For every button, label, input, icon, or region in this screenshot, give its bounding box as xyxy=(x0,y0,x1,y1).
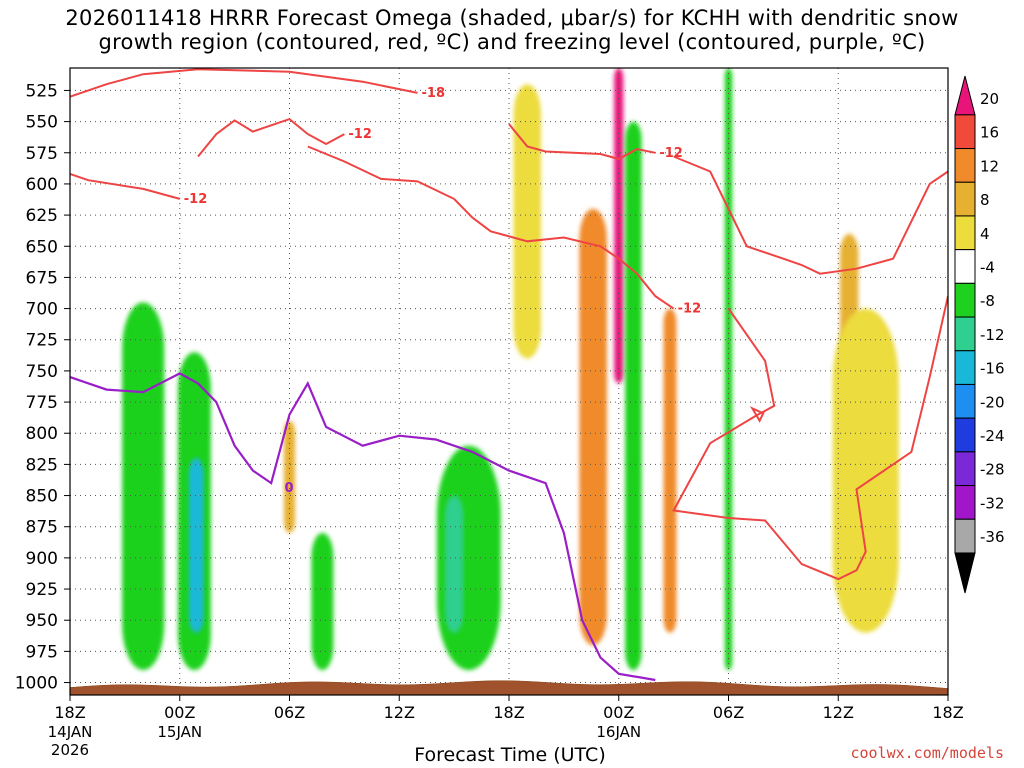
colorbar-bottom-arrow xyxy=(954,552,976,594)
colorbar-label: 12 xyxy=(980,157,999,175)
colorbar-label: -32 xyxy=(980,494,1005,512)
colorbar-label: 8 xyxy=(980,191,990,209)
y-tick-label: 550 xyxy=(26,113,58,133)
x-tick-label: 18Z xyxy=(932,703,963,722)
colorbar-top-arrow xyxy=(954,75,976,116)
colorbar-swatch xyxy=(954,215,976,251)
omega-region xyxy=(724,68,733,671)
x-axis-title: Forecast Time (UTC) xyxy=(414,744,606,766)
omega-region xyxy=(513,84,542,359)
colorbar-swatch xyxy=(954,181,976,217)
omega-region xyxy=(122,302,165,671)
y-tick-label: 975 xyxy=(26,642,58,662)
colorbar-label: -4 xyxy=(980,259,995,277)
freezing-level-line xyxy=(70,372,656,682)
dgz-contour-label: -18 xyxy=(422,86,446,101)
colorbar-swatch xyxy=(954,282,976,318)
colorbar-label: -8 xyxy=(980,292,995,310)
omega-region xyxy=(614,68,624,384)
x-tick-label: 12Z xyxy=(823,703,854,722)
site-credit: coolwx.com/models xyxy=(850,744,1004,762)
omega-region xyxy=(663,308,677,633)
colorbar-swatch xyxy=(954,383,976,419)
colorbar-swatch xyxy=(954,417,976,453)
y-tick-label: 675 xyxy=(26,268,58,288)
x-tick-date: 16JAN xyxy=(596,723,641,741)
colorbar-swatch xyxy=(954,350,976,385)
colorbar-label: 20 xyxy=(980,90,999,108)
dgz-contour-line xyxy=(673,155,948,275)
omega-region xyxy=(311,532,334,671)
y-tick-label: 950 xyxy=(26,611,58,631)
y-tick-label: 850 xyxy=(26,487,58,507)
colorbar-swatch xyxy=(954,249,976,284)
y-tick-label: 775 xyxy=(26,393,58,413)
dgz-contour-line xyxy=(672,295,948,581)
colorbar-swatch xyxy=(954,148,976,183)
dgz-contour-line xyxy=(508,123,656,161)
chart-title-line-2: growth region (contoured, red, ºC) and f… xyxy=(98,30,926,54)
omega-region xyxy=(188,458,204,633)
x-tick-label: 06Z xyxy=(274,703,305,722)
omega-region xyxy=(444,495,464,633)
x-tick-label: 06Z xyxy=(713,703,744,722)
chart-title-line-1: 2026011418 HRRR Forecast Omega (shaded, … xyxy=(65,6,959,30)
omega-region xyxy=(832,308,899,633)
y-tick-label: 725 xyxy=(26,331,58,351)
freezing-level-label: 0 xyxy=(285,481,294,496)
y-tick-label: 900 xyxy=(26,549,58,569)
x-tick-date: 14JAN xyxy=(48,723,93,741)
y-tick-label: 875 xyxy=(26,518,58,538)
omega-region xyxy=(77,74,100,128)
x-tick-label: 18Z xyxy=(54,703,85,722)
colorbar-swatch xyxy=(954,451,976,487)
colorbar-label: 16 xyxy=(980,124,999,142)
dgz-contour-line xyxy=(70,68,418,98)
omega-region xyxy=(625,121,642,671)
terrain-surface xyxy=(70,680,948,695)
y-tick-label: 625 xyxy=(26,206,58,226)
colorbar-label: -24 xyxy=(980,427,1005,445)
x-tick-year: 2026 xyxy=(51,741,89,759)
dgz-contour-label: -12 xyxy=(678,302,702,317)
colorbar-label: -28 xyxy=(980,461,1005,479)
dgz-contour-label: -12 xyxy=(184,192,208,207)
colorbar-swatch xyxy=(954,316,976,352)
colorbar-label: -36 xyxy=(980,528,1005,546)
dgz-contour-label: -12 xyxy=(348,127,372,142)
y-tick-label: 925 xyxy=(26,580,58,600)
y-tick-label: 600 xyxy=(26,175,58,195)
colorbar-swatch xyxy=(954,518,976,554)
dgz-contour-loop xyxy=(749,406,765,423)
omega-region xyxy=(284,420,295,533)
y-tick-label: 750 xyxy=(26,362,58,382)
y-tick-label: 1000 xyxy=(15,674,58,694)
dgz-contour-line xyxy=(70,173,181,200)
y-tick-label: 700 xyxy=(26,300,58,320)
dgz-contour-line xyxy=(307,145,675,310)
colorbar-swatch xyxy=(954,114,976,150)
y-tick-label: 575 xyxy=(26,144,58,164)
colorbar-label: -16 xyxy=(980,360,1005,378)
y-tick-label: 825 xyxy=(26,455,58,475)
colorbar-label: -20 xyxy=(980,393,1005,411)
colorbar-swatch xyxy=(954,485,976,520)
y-tick-label: 800 xyxy=(26,424,58,444)
omega-region xyxy=(579,208,607,646)
colorbar-label: -12 xyxy=(980,326,1005,344)
x-tick-label: 12Z xyxy=(384,703,415,722)
x-tick-date: 15JAN xyxy=(157,723,202,741)
x-tick-label: 00Z xyxy=(164,703,195,722)
dgz-contour-line xyxy=(197,117,345,158)
x-tick-label: 00Z xyxy=(603,703,634,722)
y-tick-label: 525 xyxy=(26,81,58,101)
y-tick-label: 650 xyxy=(26,237,58,257)
x-tick-label: 18Z xyxy=(493,703,524,722)
plot-area: -18-12-12-12-12 0 xyxy=(70,68,948,695)
colorbar-label: 4 xyxy=(980,225,990,243)
